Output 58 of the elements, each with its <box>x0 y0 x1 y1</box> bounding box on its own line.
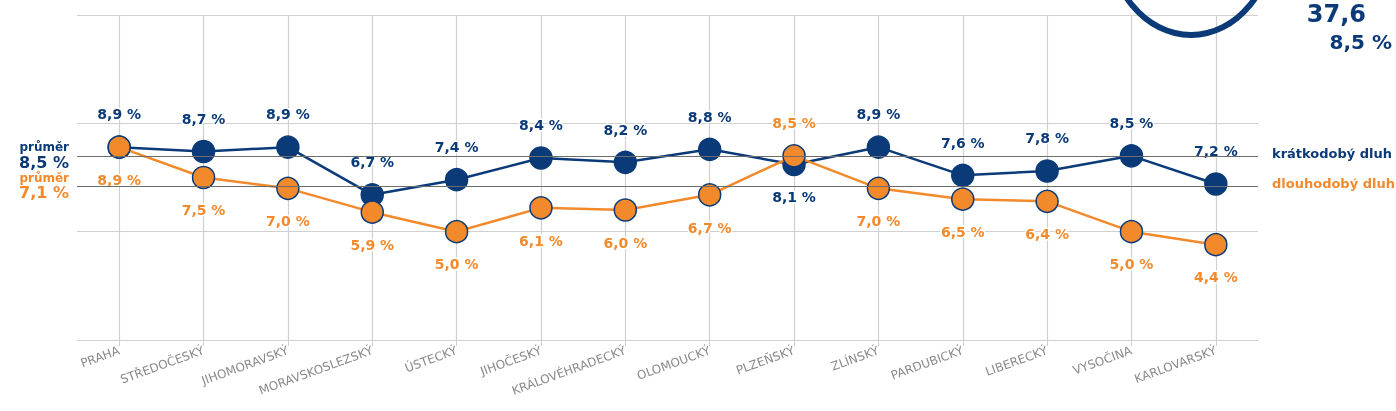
data-label: 5,9 % <box>350 236 395 253</box>
point <box>697 183 722 207</box>
data-label: 5,0 % <box>434 256 479 273</box>
data-label: 8,9 % <box>97 106 142 123</box>
data-label: 7,2 % <box>1193 143 1238 160</box>
data-label: 8,9 % <box>856 106 901 123</box>
point <box>1035 189 1059 214</box>
point <box>951 163 975 188</box>
data-label: 8,8 % <box>687 108 732 125</box>
data-label: 8,5 % <box>772 115 816 132</box>
point <box>529 196 553 220</box>
data-label: 8,9 % <box>266 106 310 123</box>
data-label: 7,0 % <box>856 213 901 230</box>
point <box>613 198 638 222</box>
data-label: 7,4 % <box>434 138 479 155</box>
data-label: 6,1 % <box>519 232 563 249</box>
data-label: 6,5 % <box>940 223 985 240</box>
point <box>1119 219 1144 244</box>
data-label: 8,1 % <box>772 189 816 206</box>
point <box>529 146 553 170</box>
point <box>1204 232 1228 257</box>
point <box>444 219 469 244</box>
data-label: 7,6 % <box>940 134 985 151</box>
point <box>360 200 384 224</box>
point <box>866 176 891 201</box>
data-label: 8,7 % <box>181 110 226 127</box>
point <box>444 167 469 192</box>
ref-line-label: průměr 7,1 % <box>19 170 70 203</box>
text: dlouhodobý dluh <box>1272 176 1395 192</box>
point <box>951 187 975 211</box>
text: 8,5 % <box>1329 30 1392 54</box>
data-label: 7,5 % <box>181 202 226 219</box>
point <box>276 176 300 201</box>
data-label: 7,0 % <box>266 213 310 230</box>
text: krátkodobý dluh <box>1272 145 1393 161</box>
data-label: 7,8 % <box>1025 130 1069 147</box>
text: 37,6 <box>1306 0 1366 28</box>
data-label: 6,7 % <box>687 219 732 236</box>
point <box>782 144 806 168</box>
point <box>1204 172 1228 196</box>
point <box>191 139 216 164</box>
point <box>613 150 638 175</box>
point <box>1035 159 1059 183</box>
x-tick-label: PRAHA <box>78 343 123 371</box>
data-label: 6,7 % <box>350 154 395 171</box>
point <box>697 137 722 162</box>
data-label: 8,5 % <box>1109 115 1154 132</box>
point <box>1119 144 1144 168</box>
data-label: 6,0 % <box>603 234 648 251</box>
point <box>276 135 300 159</box>
data-label: 8,2 % <box>603 121 648 138</box>
data-label: 8,9 % <box>97 171 142 188</box>
data-label: 4,4 % <box>1193 269 1238 286</box>
data-label: 5,0 % <box>1109 256 1154 273</box>
point <box>866 135 891 159</box>
data-label: 8,4 % <box>519 117 563 134</box>
data-label: 6,4 % <box>1025 226 1069 243</box>
point <box>191 165 216 190</box>
